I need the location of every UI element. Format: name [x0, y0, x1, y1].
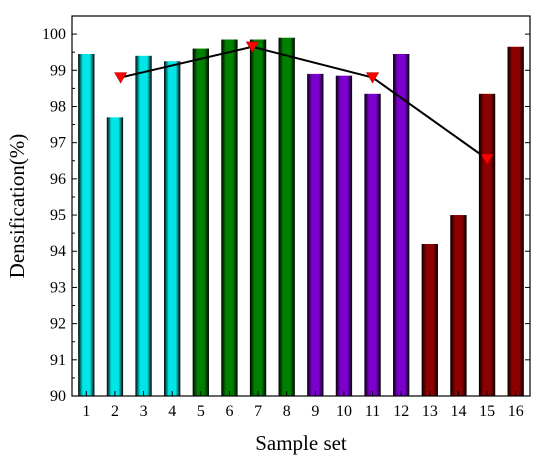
bar-4: [164, 61, 181, 397]
y-tick-label: 91: [50, 352, 66, 369]
trend-marker-3: [366, 72, 380, 84]
x-tick-label: 13: [422, 403, 438, 420]
bar-6: [221, 39, 238, 397]
y-tick-label: 92: [50, 316, 66, 333]
trend-marker-1: [114, 72, 128, 84]
x-tick-label: 15: [479, 403, 495, 420]
bar-11: [364, 93, 381, 396]
bar-8: [278, 37, 295, 397]
trend-line-group: [114, 41, 494, 165]
bar-9: [307, 73, 324, 397]
x-axis: 1 2 3 4 5 6 7 8 9 10 11 12 13 14 15 16: [82, 391, 524, 420]
y-tick-label: 97: [50, 135, 66, 152]
bar-3: [135, 55, 152, 397]
y-tick-label: 98: [50, 98, 66, 115]
x-tick-label: 14: [450, 403, 466, 420]
plot-frame: [71, 15, 531, 397]
bars-group: [78, 37, 524, 397]
y-tick-label: 99: [50, 62, 66, 79]
x-tick-label: 10: [336, 403, 352, 420]
trend-line: [120, 45, 488, 160]
x-tick-label: 6: [225, 403, 233, 420]
y-tick-label: 90: [50, 388, 66, 405]
y-tick-label: 93: [50, 279, 66, 296]
trend-marker-4: [480, 153, 494, 165]
bar-12: [393, 54, 410, 396]
bar-13: [421, 244, 438, 396]
x-tick-label: 9: [311, 403, 319, 420]
bar-7: [249, 39, 267, 397]
x-axis-title: Sample set: [255, 431, 347, 455]
y-tick-label: 96: [50, 171, 66, 188]
x-tick-label: 11: [365, 403, 380, 420]
x-tick-label: 16: [508, 403, 524, 420]
x-tick-label: 8: [283, 403, 291, 420]
bar-5: [192, 48, 209, 396]
x-tick-label: 2: [111, 403, 119, 420]
trend-marker-2: [245, 41, 259, 53]
x-tick-label: 1: [82, 403, 90, 420]
y-axis: 90 91 92 93 94 95 96 97 98 99 100: [42, 26, 530, 405]
y-tick-label: 100: [42, 26, 66, 43]
x-tick-label: 5: [197, 403, 205, 420]
bar-10: [335, 75, 353, 397]
x-tick-label: 4: [168, 403, 176, 420]
x-tick-label: 7: [254, 403, 262, 420]
y-tick-label: 95: [50, 207, 66, 224]
y-tick-label: 94: [50, 243, 66, 260]
bar-16: [507, 46, 524, 396]
x-tick-label: 3: [140, 403, 148, 420]
y-axis-title: Densification(%): [5, 134, 29, 279]
bar-1: [78, 54, 95, 396]
bar-15: [478, 93, 496, 396]
x-tick-label: 12: [393, 403, 409, 420]
bar-14: [450, 215, 467, 396]
bar-2: [106, 117, 124, 396]
